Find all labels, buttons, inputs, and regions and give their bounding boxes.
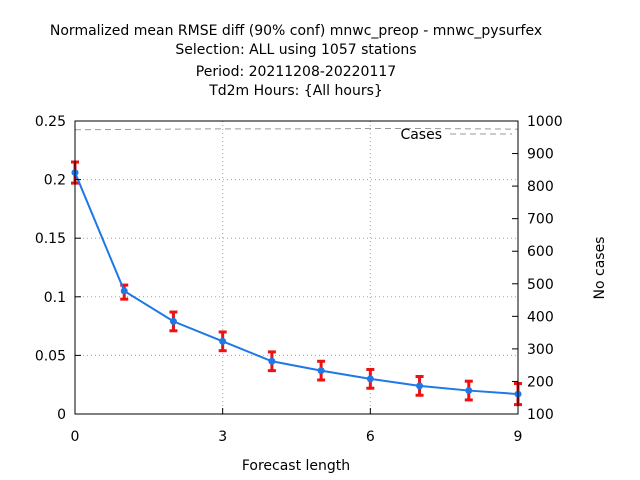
x-axis-title: Forecast length [242,458,350,474]
rmse-point [366,375,374,383]
legend-label-cases: Cases [400,127,442,143]
y-tick-label: 0.15 [35,231,66,247]
legend: Cases [400,127,512,143]
chart-title: Normalized mean RMSE diff (90% conf) mnw… [50,23,542,99]
axis-ticks: 0 0.05 0.1 0.15 0.2 0.25 100 200 300 400 500 600 700… [35,114,563,445]
title-line-1: Normalized mean RMSE diff (90% conf) mnw… [50,23,542,39]
x-tick-label: 9 [514,429,523,445]
title-line-4: Td2m Hours: {All hours} [208,83,383,99]
y2-tick-label: 100 [527,407,554,423]
plot-frame [74,120,519,415]
y2-tick-label: 300 [527,342,554,358]
y2-tick-label: 400 [527,309,554,325]
y2-tick-label: 500 [527,277,554,293]
rmse-point [120,287,128,295]
rmse-point [317,367,325,375]
y2-tick-label: 700 [527,212,554,228]
y2-tick-label: 900 [527,147,554,163]
rmse-point [169,317,177,325]
rmse-point [465,387,473,395]
rmse-series [71,160,522,407]
y2-tick-label: 600 [527,244,554,260]
y2-axis-title: No cases [592,237,608,300]
grid [75,121,518,414]
rmse-point [416,382,424,390]
y-tick-label: 0 [57,407,66,423]
y-tick-label: 0.1 [44,290,66,306]
cases-line [74,127,519,131]
title-line-3: Period: 20211208-20220117 [196,64,396,80]
y-tick-label: 0.05 [35,348,66,364]
y2-tick-label: 1000 [527,114,563,130]
rmse-line [74,172,519,396]
cases-series [74,127,519,131]
rmse-point [268,357,276,365]
y-tick-label: 0.2 [44,173,66,189]
title-line-2: Selection: ALL using 1057 stations [175,42,416,58]
rmse-point [219,337,227,345]
x-tick-label: 6 [366,429,375,445]
y2-tick-label: 200 [527,374,554,390]
x-tick-label: 3 [218,429,227,445]
x-tick-label: 0 [71,429,80,445]
y2-tick-label: 800 [527,179,554,195]
y-tick-label: 0.25 [35,114,66,130]
